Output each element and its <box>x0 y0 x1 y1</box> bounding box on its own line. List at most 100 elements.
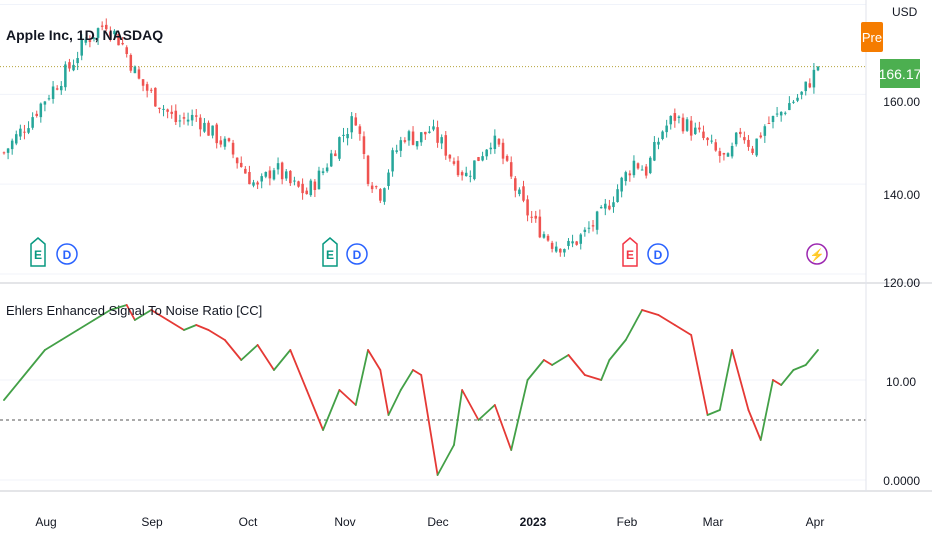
dividend-event-marker[interactable]: D <box>647 243 669 265</box>
time-label-sep: Sep <box>141 515 163 529</box>
indicator-line-segment <box>133 309 153 321</box>
indicator-line-segment <box>322 389 341 431</box>
candle-body <box>284 171 288 179</box>
split-event-marker[interactable]: ⚡ <box>806 243 828 265</box>
candle-body <box>587 227 591 229</box>
candle-body <box>301 183 304 194</box>
candle-body <box>661 131 664 139</box>
time-label-nov: Nov <box>334 515 355 529</box>
candle-body <box>170 111 173 114</box>
candle-body <box>628 173 632 176</box>
indicator-line-segment <box>718 349 734 411</box>
candle-body <box>677 116 681 118</box>
candle-body <box>681 117 685 132</box>
last-price-bg <box>880 59 920 88</box>
candle-body <box>440 137 443 144</box>
candle-body <box>293 180 296 182</box>
candle-body <box>518 189 521 195</box>
candle-body <box>321 171 325 173</box>
candle-body <box>68 62 71 69</box>
earnings-event-marker[interactable]: E <box>622 237 638 267</box>
dividend-event-marker[interactable]: D <box>346 243 368 265</box>
time-label-oct: Oct <box>239 515 258 529</box>
indicator-line-segment <box>273 349 292 371</box>
candle-body <box>203 122 206 132</box>
indicator-line-segment <box>109 304 128 311</box>
indicator-line-segment <box>76 319 95 331</box>
candle-body <box>383 188 386 202</box>
candle-body <box>784 112 787 114</box>
pre-market-badge[interactable]: Pre <box>861 22 883 52</box>
candle-body <box>166 109 169 112</box>
candle-body <box>734 132 738 145</box>
candle-body <box>158 107 161 109</box>
candle-body <box>358 126 362 134</box>
candle-body <box>289 170 292 184</box>
indicator-series <box>0 304 866 476</box>
indicator-line-segment <box>624 309 644 341</box>
earnings-event-marker[interactable]: E <box>30 237 46 267</box>
pre-badge-label: Pre <box>862 30 882 45</box>
candle-body <box>145 84 149 91</box>
candle-body <box>129 54 133 71</box>
indicator-line-segment <box>256 344 275 371</box>
candle-body <box>689 120 693 136</box>
candle-body <box>239 162 243 167</box>
candle-body <box>309 180 313 196</box>
time-label-mar: Mar <box>703 515 724 529</box>
candle-body <box>546 235 550 241</box>
indicator-line-segment <box>608 339 627 361</box>
candle-body <box>72 64 75 71</box>
candle-body <box>775 113 779 115</box>
indicator-line-segment <box>706 409 721 416</box>
dividend-event-marker[interactable]: D <box>56 243 78 265</box>
candle-body <box>779 111 783 116</box>
symbol-title[interactable]: Apple Inc, 1D, NASDAQ <box>6 27 163 43</box>
pre-badge-bg <box>861 22 883 52</box>
indicator-line-segment <box>461 389 480 421</box>
candle-body <box>608 205 611 210</box>
candle-body <box>96 28 100 38</box>
candle-body <box>149 89 153 91</box>
candle-body <box>350 116 353 133</box>
candle-body <box>137 69 141 79</box>
candle-body <box>730 145 734 157</box>
candle-body <box>178 120 182 122</box>
candle-body <box>60 85 63 91</box>
candle-body <box>800 91 803 95</box>
candle-body <box>268 170 272 179</box>
indicator-line-segment <box>207 329 226 341</box>
candle-body <box>542 234 546 238</box>
candle-body <box>722 153 726 155</box>
indicator-line-segment <box>657 314 676 326</box>
candle-body <box>649 157 652 174</box>
indicator-line-segment <box>510 379 529 451</box>
candle-body <box>207 122 210 136</box>
candle-body <box>305 190 308 195</box>
candlestick-series <box>2 18 820 257</box>
candle-body <box>325 167 329 172</box>
candle-body <box>199 117 202 130</box>
candle-body <box>796 97 799 101</box>
event-label: ⚡ <box>810 248 825 262</box>
candle-body <box>346 134 349 139</box>
candle-body <box>387 172 390 187</box>
candle-body <box>812 69 816 88</box>
indicator-line-segment <box>551 354 570 366</box>
candle-body <box>2 152 6 154</box>
candle-body <box>501 142 505 159</box>
indicator-line-segment <box>526 359 545 381</box>
candle-body <box>636 163 640 169</box>
indicator-title[interactable]: Ehlers Enhanced Signal To Noise Ratio [C… <box>6 303 262 318</box>
candle-body <box>604 203 607 209</box>
indicator-line-segment <box>567 354 586 376</box>
indicator-line-segment <box>436 444 455 476</box>
earnings-event-marker[interactable]: E <box>322 237 338 267</box>
candle-body <box>235 157 239 164</box>
candle-body <box>252 182 255 186</box>
indicator-line-segment <box>731 349 750 411</box>
candle-body <box>391 150 394 172</box>
candle-body <box>485 149 488 157</box>
